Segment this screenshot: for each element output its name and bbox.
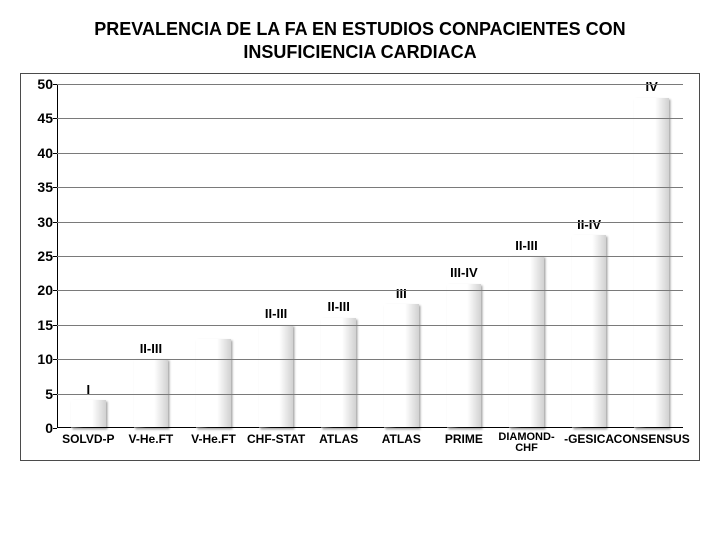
y-tick-label: 30 bbox=[37, 214, 53, 230]
x-tick-label: V-He.FT bbox=[191, 432, 236, 446]
x-tick-label: V-He.FT bbox=[129, 432, 174, 446]
gridline bbox=[57, 325, 683, 326]
y-axis-labels: 05101520253035404550 bbox=[27, 84, 55, 428]
bar bbox=[196, 339, 230, 428]
bar bbox=[321, 318, 355, 428]
bar-annotation: III-IV bbox=[450, 265, 477, 280]
plot-area: III-IIIII-IIIII-IIIIIIIII-IVII-IIIII-IVI… bbox=[57, 84, 683, 428]
bar-annotation: II-III bbox=[515, 238, 537, 253]
x-tick-label: PRIME bbox=[445, 432, 483, 446]
bar bbox=[384, 304, 418, 428]
y-tick bbox=[53, 256, 57, 257]
gridline bbox=[57, 359, 683, 360]
x-tick-label: CHF-STAT bbox=[247, 432, 305, 446]
chart-frame: 0 5 10 15 20 25 30 35 40 45 50 I II-III II-III II-III… bbox=[20, 73, 700, 461]
bar bbox=[634, 98, 668, 428]
y-tick bbox=[53, 428, 57, 429]
bar-annotation: II-IV bbox=[577, 217, 601, 232]
gridline bbox=[57, 256, 683, 257]
y-tick bbox=[53, 118, 57, 119]
bar-annotation: II-III bbox=[327, 299, 349, 314]
bar bbox=[572, 235, 606, 428]
gridline bbox=[57, 84, 683, 85]
x-axis-labels: SOLVD-P V-He.FT V-He.FT CHF-STAT ATLAS ATLAS P… bbox=[57, 430, 683, 452]
bar-annotation: III bbox=[396, 286, 407, 301]
title-line-2: INSUFICIENCIA CARDIACA bbox=[40, 41, 680, 64]
y-tick bbox=[53, 394, 57, 395]
bar-annotation: II-III bbox=[265, 306, 287, 321]
x-tick-label: SOLVD-P bbox=[62, 432, 114, 446]
bar-annotation: II-III bbox=[140, 341, 162, 356]
gridline bbox=[57, 394, 683, 395]
title-line-1: PREVALENCIA DE LA FA EN ESTUDIOS CONPACI… bbox=[40, 18, 680, 41]
gridline bbox=[57, 153, 683, 154]
x-tick-label: CONSENSUS bbox=[614, 432, 690, 446]
x-tick-label: ATLAS bbox=[382, 432, 421, 446]
y-tick-label: 10 bbox=[37, 351, 53, 367]
y-tick-label: 25 bbox=[37, 248, 53, 264]
y-tick bbox=[53, 187, 57, 188]
y-tick-label: 35 bbox=[37, 179, 53, 195]
chart-title: PREVALENCIA DE LA FA EN ESTUDIOS CONPACI… bbox=[0, 0, 720, 67]
x-tick-label: ATLAS bbox=[319, 432, 358, 446]
y-tick-label: 15 bbox=[37, 317, 53, 333]
gridline bbox=[57, 118, 683, 119]
gridline bbox=[57, 290, 683, 291]
y-tick-label: 5 bbox=[45, 386, 53, 402]
bar-annotation: IV bbox=[646, 79, 658, 94]
bar bbox=[259, 325, 293, 428]
y-tick bbox=[53, 222, 57, 223]
bar-annotation: I bbox=[86, 382, 90, 397]
y-tick bbox=[53, 84, 57, 85]
y-tick-label: 40 bbox=[37, 145, 53, 161]
bar bbox=[509, 256, 543, 428]
bar bbox=[71, 400, 105, 428]
y-tick-label: 20 bbox=[37, 282, 53, 298]
y-tick bbox=[53, 359, 57, 360]
y-tick bbox=[53, 153, 57, 154]
y-tick bbox=[53, 325, 57, 326]
y-tick-label: 45 bbox=[37, 110, 53, 126]
x-tick-label: -GESICA bbox=[564, 432, 614, 446]
y-tick bbox=[53, 290, 57, 291]
gridline bbox=[57, 222, 683, 223]
plot-wrap: 05101520253035404550 III-IIIII-IIIII-III… bbox=[27, 84, 685, 452]
y-tick-label: 50 bbox=[37, 76, 53, 92]
gridline bbox=[57, 187, 683, 188]
bar bbox=[447, 284, 481, 428]
x-tick-label: DIAMOND-CHF bbox=[498, 432, 554, 454]
y-tick-label: 0 bbox=[45, 420, 53, 436]
